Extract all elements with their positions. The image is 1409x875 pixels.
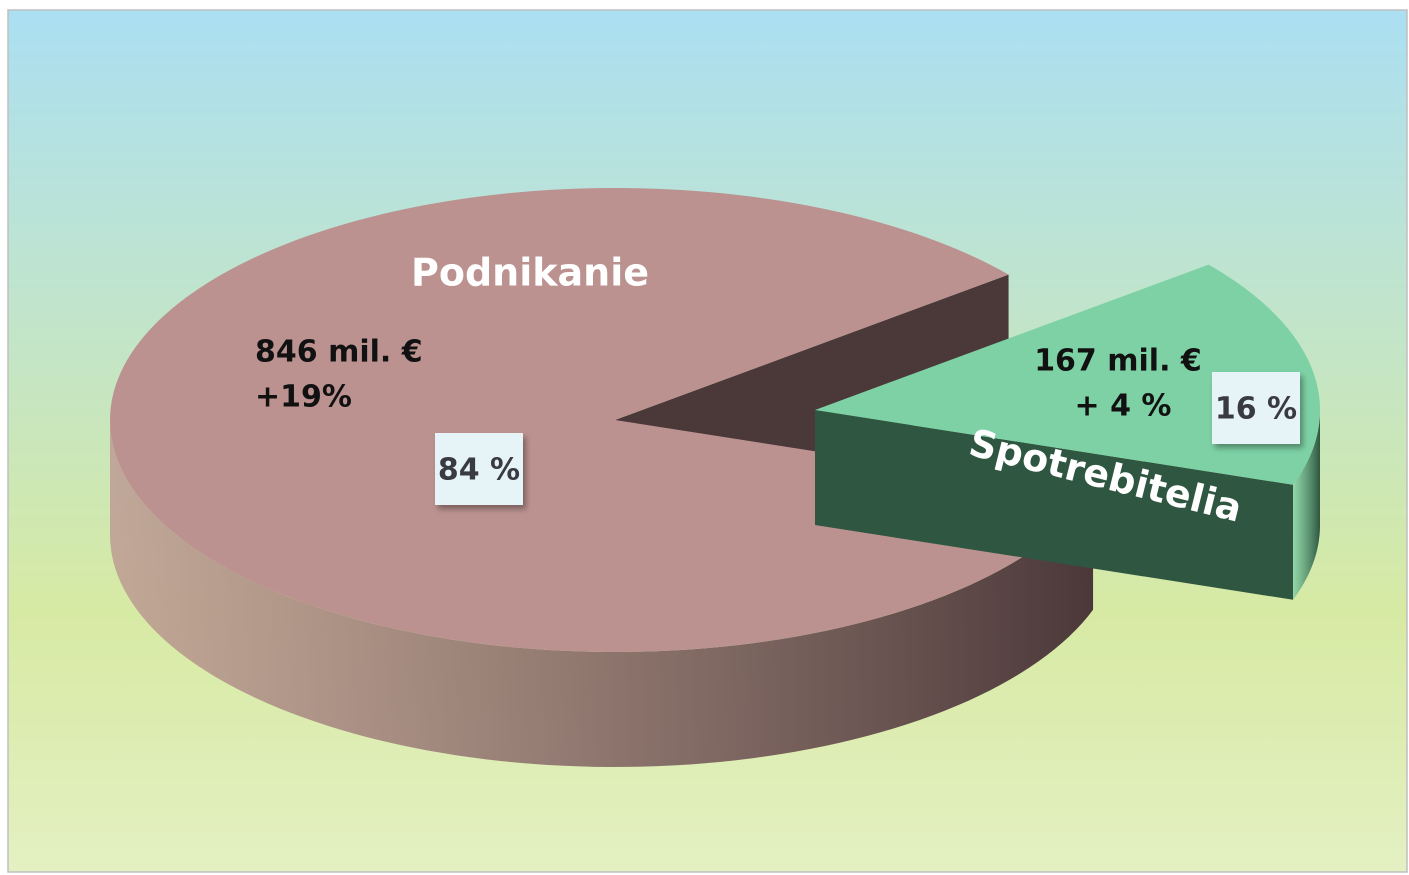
slice <box>110 188 1094 652</box>
annotation: 846 mil. € <box>255 335 423 370</box>
slice-face <box>815 410 1294 600</box>
value-label-box <box>1212 372 1300 444</box>
slice-side <box>110 420 1094 767</box>
pie <box>110 188 1320 767</box>
slice <box>815 264 1320 485</box>
annotation: 167 mil. € <box>1034 344 1202 379</box>
value-label: 84 % <box>438 453 520 488</box>
slice-label: Podnikanie <box>411 251 649 295</box>
value-label: 16 % <box>1215 392 1297 427</box>
slice-side <box>1293 410 1320 600</box>
annotation: + 4 % <box>1075 389 1172 424</box>
annotation: +19% <box>255 380 352 415</box>
value-label-box <box>435 433 523 505</box>
